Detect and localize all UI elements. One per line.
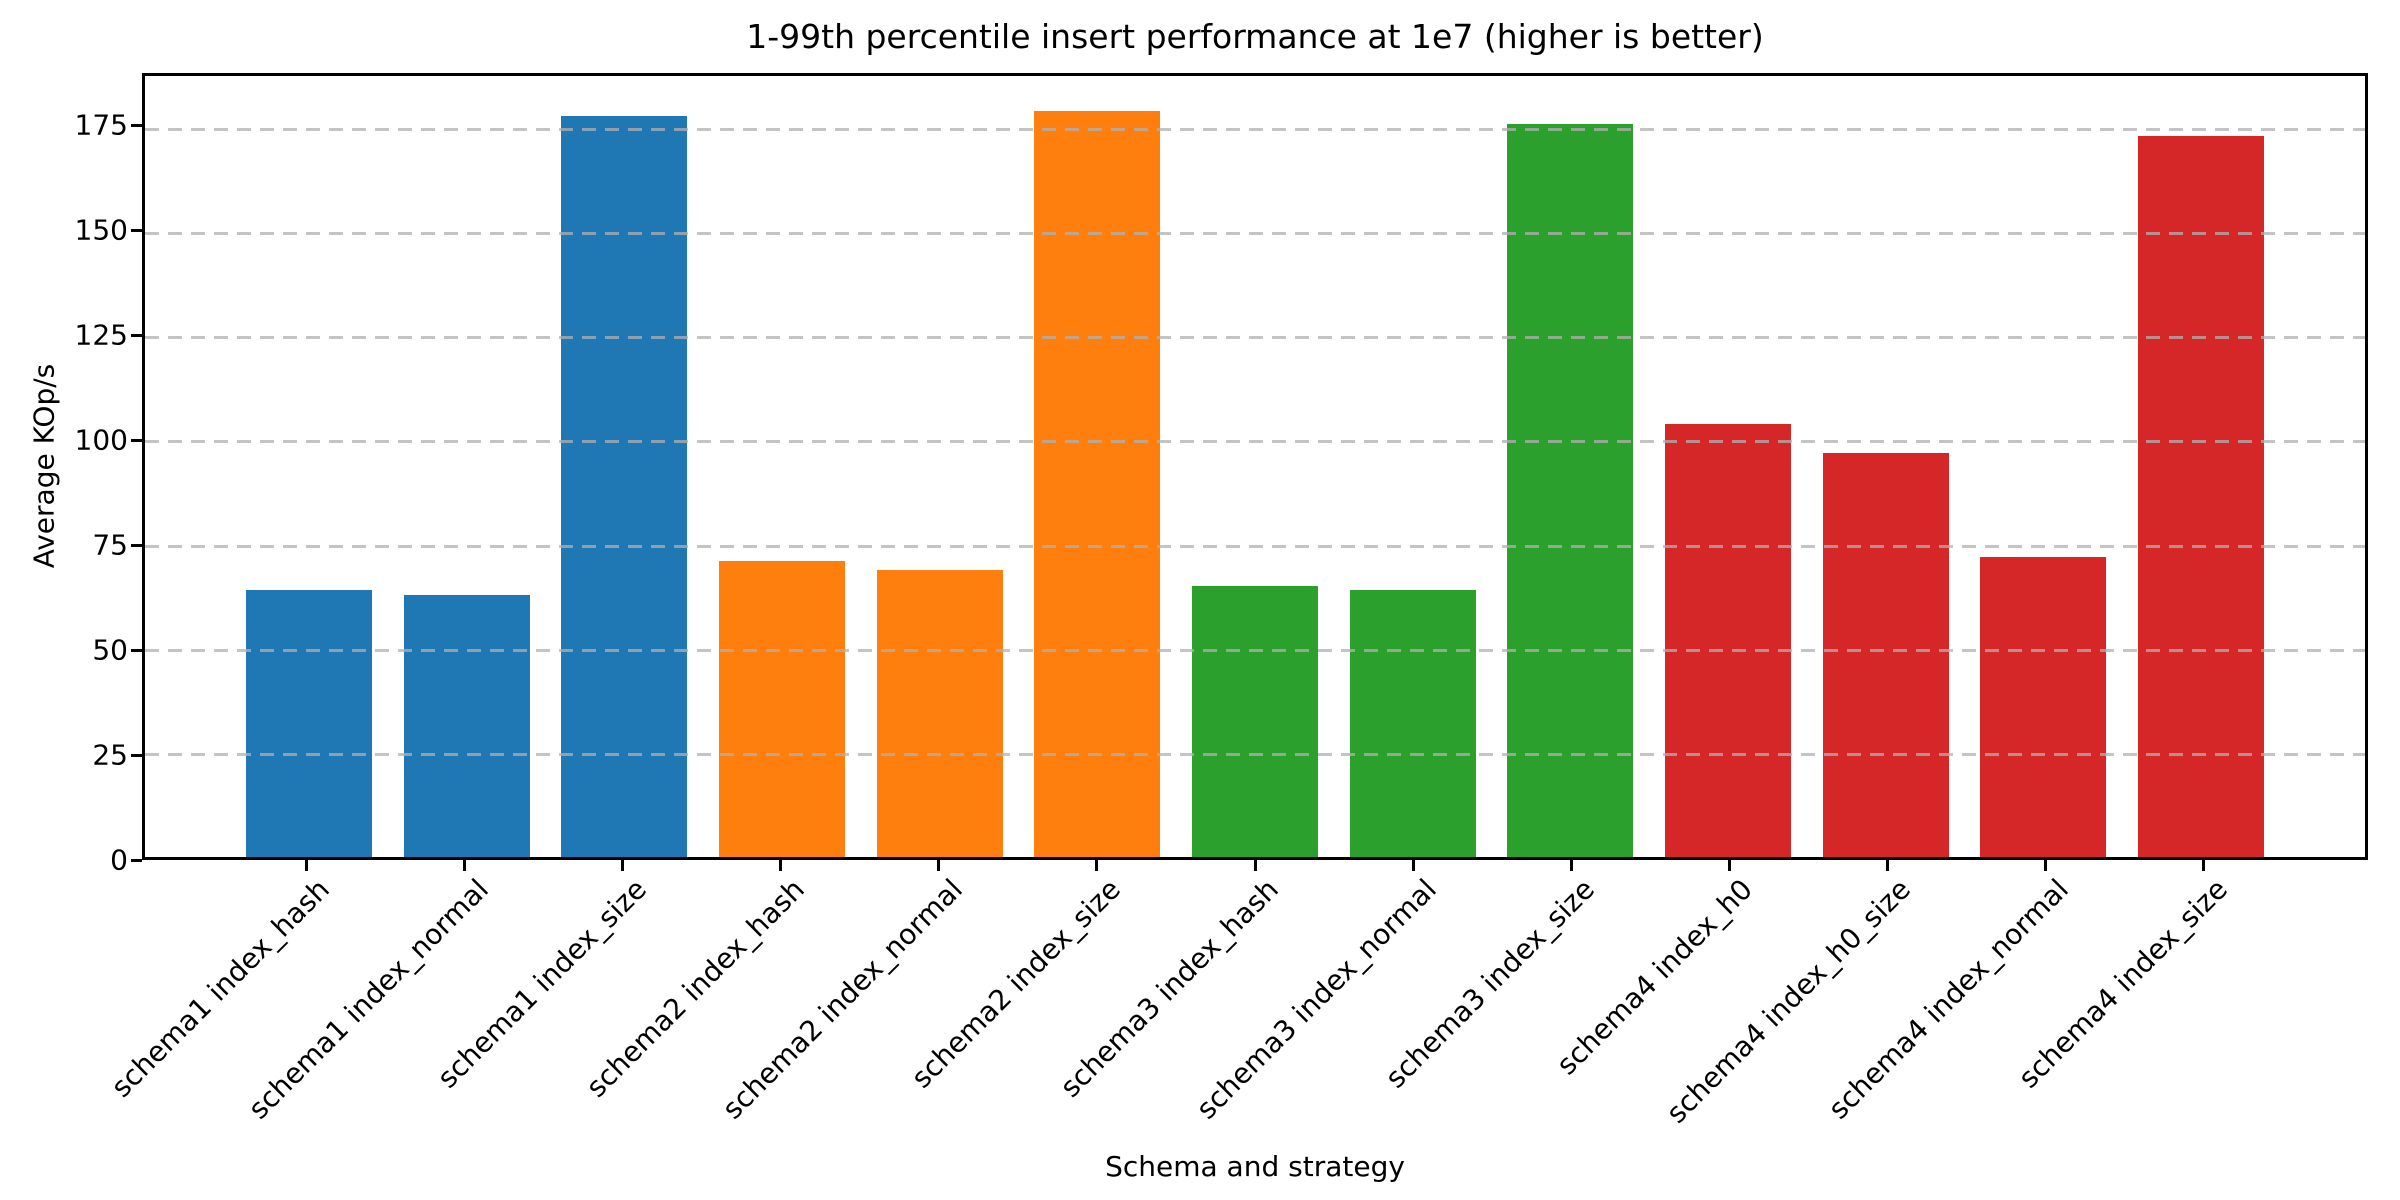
y-tick-label-125: 125 [74,318,128,352]
bar-schema1-index-size [561,115,688,857]
y-tick-label-25: 25 [92,738,128,772]
bar-schema2-index-normal [876,569,1003,857]
x-tick-mark-schema2-index-size [1095,860,1099,871]
x-tick-mark-schema3-index-hash [1253,860,1257,871]
x-tick-mark-schema4-index-normal [2043,860,2047,871]
gridline-75 [145,544,2365,548]
chart-title: 1-99th percentile insert performance at … [746,17,1764,56]
y-tick-label-100: 100 [74,423,128,457]
y-tick-mark-100 [131,438,142,442]
bar-schema3-index-hash [1191,586,1319,857]
bar-schema2-index-hash [718,561,846,857]
bar-schema4-index-h0 [1664,423,1792,857]
bar-schema3-index-normal [1349,590,1476,857]
gridline-150 [145,232,2365,236]
y-tick-mark-150 [131,228,142,232]
bar-schema1-index-normal [403,594,530,857]
y-tick-mark-75 [131,543,142,547]
x-tick-mark-schema2-index-normal [937,860,941,871]
bar-schema4-index-h0-size [1822,452,1949,857]
y-tick-label-0: 0 [110,843,128,877]
x-tick-mark-schema4-index-h0 [1727,860,1731,871]
y-tick-mark-125 [131,333,142,337]
y-tick-mark-50 [131,648,142,652]
x-tick-mark-schema4-index-size [2202,860,2206,871]
y-tick-label-50: 50 [92,633,128,667]
x-tick-mark-schema1-index-hash [304,860,308,871]
plot-area [142,73,2368,860]
x-tick-mark-schema4-index-h0-size [1885,860,1889,871]
bar-schema2-index-size [1034,111,1161,857]
x-tick-mark-schema1-index-normal [463,860,467,871]
x-axis-label: Schema and strategy [1105,1150,1405,1183]
bar-schema1-index-hash [245,590,373,857]
gridline-100 [145,440,2365,444]
gridline-175 [145,128,2365,132]
y-tick-label-175: 175 [74,108,128,142]
x-tick-mark-schema3-index-size [1569,860,1573,871]
y-tick-mark-0 [131,858,142,862]
x-tick-mark-schema3-index-normal [1411,860,1415,871]
x-tick-mark-schema2-index-hash [779,860,783,871]
gridline-50 [145,648,2365,652]
gridline-25 [145,752,2365,756]
bar-schema4-index-normal [1980,557,2107,857]
y-tick-mark-175 [131,123,142,127]
y-axis-label: Average KOp/s [27,363,61,569]
bar-schema3-index-size [1507,123,1634,857]
x-tick-mark-schema1-index-size [621,860,625,871]
y-tick-label-150: 150 [74,213,128,247]
gridline-125 [145,336,2365,340]
y-tick-label-75: 75 [92,528,128,562]
y-tick-mark-25 [131,753,142,757]
bar-schema4-index-size [2137,136,2265,857]
